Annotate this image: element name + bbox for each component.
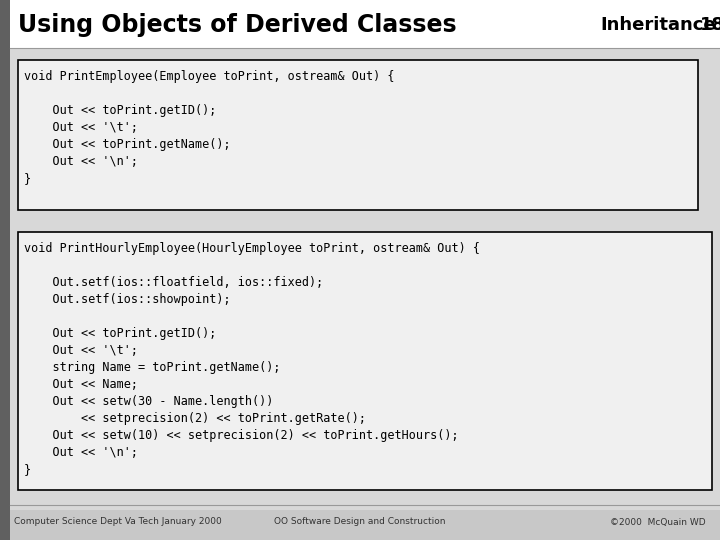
Bar [18, 232, 712, 490]
Text: Out << '\t';: Out << '\t'; [24, 121, 138, 134]
Text: Inheritance: Inheritance [600, 16, 716, 34]
Text: OO Software Design and Construction: OO Software Design and Construction [274, 517, 446, 526]
Text: Computer Science Dept Va Tech January 2000: Computer Science Dept Va Tech January 20… [14, 517, 222, 526]
Text: Out << toPrint.getID();: Out << toPrint.getID(); [24, 327, 217, 340]
Text: string Name = toPrint.getName();: string Name = toPrint.getName(); [24, 361, 281, 374]
Text: << setprecision(2) << toPrint.getRate();: << setprecision(2) << toPrint.getRate(); [24, 412, 366, 425]
Bar [10, 48, 720, 510]
Text: Out << '\t';: Out << '\t'; [24, 344, 138, 357]
Bar [18, 60, 698, 210]
Text: ©2000  McQuain WD: ©2000 McQuain WD [611, 517, 706, 526]
Bar [0, 0, 10, 540]
Bar [0, 0, 720, 48]
Text: Out << setw(30 - Name.length()): Out << setw(30 - Name.length()) [24, 395, 274, 408]
Text: Using Objects of Derived Classes: Using Objects of Derived Classes [18, 13, 456, 37]
Text: Out << Name;: Out << Name; [24, 378, 138, 391]
Text: }: } [24, 172, 31, 185]
Text: Out << '\n';: Out << '\n'; [24, 155, 138, 168]
Text: }: } [24, 463, 31, 476]
Text: Out << toPrint.getName();: Out << toPrint.getName(); [24, 138, 230, 151]
Text: void PrintHourlyEmployee(HourlyEmployee toPrint, ostream& Out) {: void PrintHourlyEmployee(HourlyEmployee … [24, 242, 480, 255]
Text: Out.setf(ios::showpoint);: Out.setf(ios::showpoint); [24, 293, 230, 306]
Text: Out.setf(ios::floatfield, ios::fixed);: Out.setf(ios::floatfield, ios::fixed); [24, 276, 323, 289]
Text: Out << '\n';: Out << '\n'; [24, 446, 138, 459]
Text: Out << setw(10) << setprecision(2) << toPrint.getHours();: Out << setw(10) << setprecision(2) << to… [24, 429, 459, 442]
Text: Out << toPrint.getID();: Out << toPrint.getID(); [24, 104, 217, 117]
Text: void PrintEmployee(Employee toPrint, ostream& Out) {: void PrintEmployee(Employee toPrint, ost… [24, 70, 395, 83]
Text: 18: 18 [700, 16, 720, 34]
